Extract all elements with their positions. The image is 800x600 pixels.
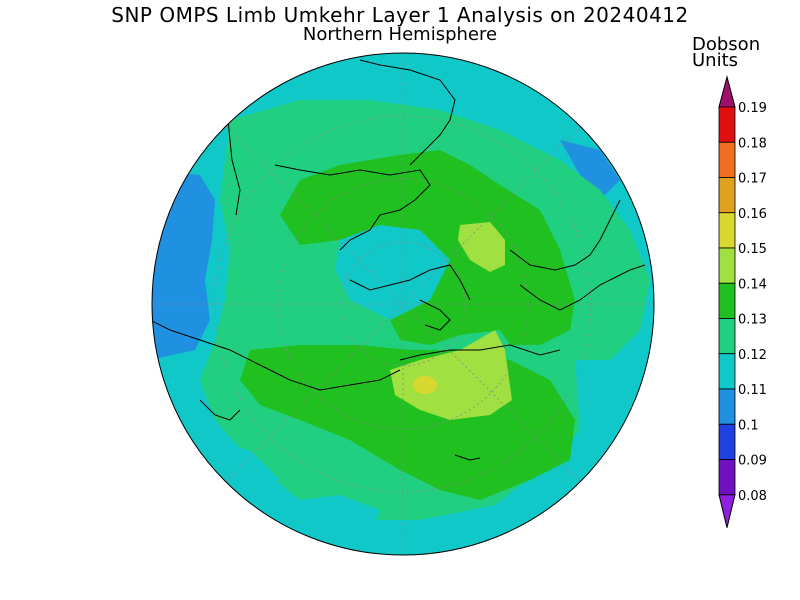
colorbar-tick-label: 0.19 xyxy=(738,101,767,116)
colorbar-swatch xyxy=(718,353,736,390)
colorbar-tick-label: 0.11 xyxy=(738,383,767,398)
map-title: SNP OMPS Limb Umkehr Layer 1 Analysis on… xyxy=(111,3,689,27)
field-cyan-patch-sw xyxy=(200,440,280,495)
colorbar-tick-label: 0.16 xyxy=(738,207,767,222)
colorbar-swatch xyxy=(718,212,736,249)
graticule xyxy=(152,53,654,555)
colorbar-tick-label: 0.15 xyxy=(738,242,767,257)
map-border xyxy=(151,52,655,556)
field-band-010-b xyxy=(560,140,620,200)
colorbar-swatch xyxy=(718,106,736,143)
field-cyan-patch-south xyxy=(300,495,380,535)
field-cyan-patch xyxy=(335,225,450,320)
colorbar-swatch xyxy=(718,423,736,460)
ozone-field xyxy=(152,53,654,555)
colorbar-tick-label: 0.09 xyxy=(738,454,767,469)
colorbar-tick-label: 0.17 xyxy=(738,172,767,187)
field-band-013-north xyxy=(280,150,575,345)
field-band-015 xyxy=(413,376,437,394)
field-band-014-east xyxy=(458,222,505,272)
colorbar-swatch xyxy=(718,318,736,355)
colorbar-swatch xyxy=(718,247,736,284)
colorbar-arrow-bottom xyxy=(718,494,736,528)
colorbar-tick-label: 0.18 xyxy=(738,136,767,151)
colorbar-tick-label: 0.1 xyxy=(738,418,759,433)
field-band-014-pacific xyxy=(390,330,512,420)
colorbar-unit-line1: Dobson xyxy=(692,34,761,55)
colorbar-tick-label: 0.13 xyxy=(738,313,767,328)
colorbar-swatch xyxy=(718,459,736,496)
colorbar-tick-label: 0.08 xyxy=(738,489,767,504)
colorbar-unit-line2: Units xyxy=(692,50,739,71)
colorbar-swatch xyxy=(718,388,736,425)
colorbar-arrow-top xyxy=(718,75,736,108)
colorbar: 0.19 0.18 0.17 0.16 0.15 0.14 0.13 0.12 0.11 0.1 0… xyxy=(718,75,767,528)
coastlines xyxy=(152,59,646,461)
colorbar-tick-label: 0.12 xyxy=(738,348,767,363)
colorbar-swatch xyxy=(718,177,736,214)
colorbar-swatch xyxy=(718,141,736,178)
colorbar-swatch xyxy=(718,282,736,319)
colorbar-tick-label: 0.14 xyxy=(738,277,767,292)
map-subtitle: Northern Hemisphere xyxy=(302,24,498,45)
